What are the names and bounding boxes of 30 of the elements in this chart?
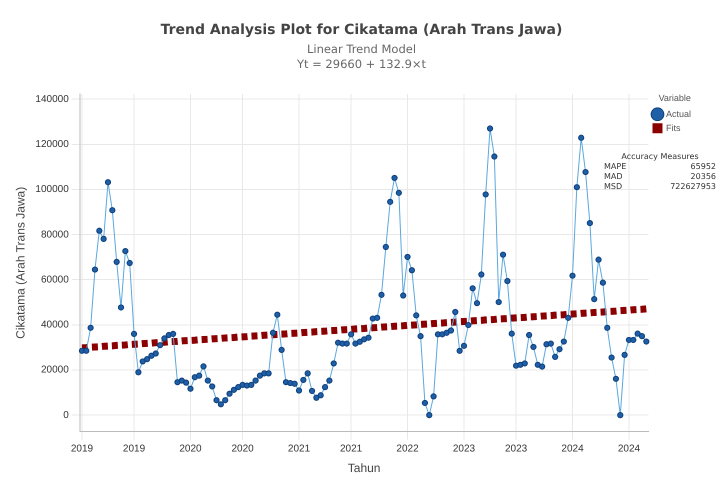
y-tick-label: 100000 (35, 184, 70, 196)
y-tick-label: 40000 (40, 320, 70, 331)
y-tick-label: 20000 (40, 364, 70, 376)
y-tick-label: 80000 (40, 229, 70, 240)
x-tick-label: 2024 (561, 443, 584, 454)
y-tick-label: 120000 (35, 139, 70, 150)
text: MAD 20356 (604, 172, 716, 181)
y-tick-label: 140000 (35, 94, 70, 105)
x-tick-label: 2020 (179, 443, 202, 454)
chart-title: Trend Analysis Plot for Cikatama (Arah Trans Jawa) (160, 22, 564, 38)
x-tick-label: 2021 (340, 443, 363, 454)
legend-label: Actual (666, 108, 691, 119)
annotation: Accuracy Measures (620, 152, 700, 161)
x-tick-label: 2023 (504, 443, 528, 454)
chart-subtitle: Linear Trend Model Yt = 29660 + 132.9×t (296, 42, 428, 72)
legend-label: Fits (666, 122, 681, 133)
y-tick-label: 60000 (40, 274, 70, 286)
x-tick-label: 2023 (452, 443, 476, 454)
y-tick-label: 0 (63, 410, 70, 421)
x-tick-label: 2024 (618, 443, 641, 454)
x-axis-title: Tahun (348, 461, 380, 476)
x-tick-label: 2021 (288, 443, 311, 454)
x-tick-label: 2022 (396, 443, 420, 454)
x-tick-label: 2019 (70, 443, 94, 454)
text: MAPE 65952 (604, 162, 716, 171)
y-axis-title: Cikatama (Arah Trans Jawa) (14, 186, 28, 339)
x-tick-label: 2019 (122, 443, 146, 454)
legend-title: Variable (658, 92, 691, 103)
x-tick-label: 2020 (231, 443, 254, 454)
text: MSD 722627953 (604, 182, 716, 191)
